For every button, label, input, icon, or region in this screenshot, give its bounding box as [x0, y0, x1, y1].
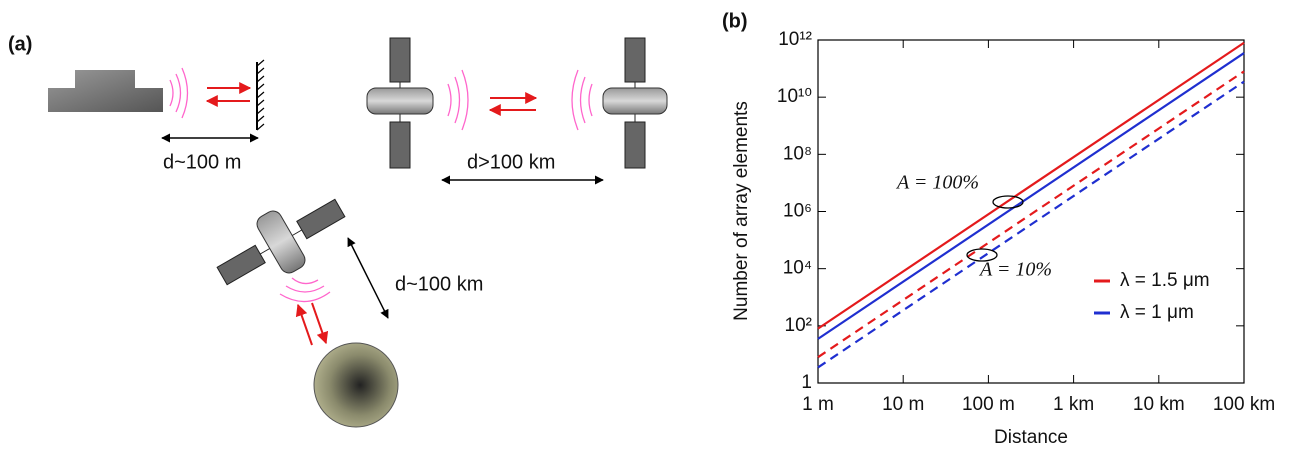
satellite [602, 37, 668, 169]
x-tick-label: 1 km [1053, 394, 1094, 415]
y-axis-label: Number of array elements [731, 101, 752, 321]
satellite [366, 37, 434, 169]
x-tick-label: 1 m [802, 394, 834, 415]
waves [447, 69, 469, 131]
distance-arrow [347, 237, 389, 319]
arrow [311, 302, 329, 345]
arrow [295, 303, 313, 346]
annotation-ellipse [966, 248, 998, 262]
panel-a: (a) d~100 m d>100 km d~100 km [8, 33, 668, 428]
waves [571, 69, 593, 131]
legend-label: λ = 1 μm [1120, 302, 1194, 323]
y-tick-label: 10¹² [778, 29, 812, 50]
data-line [817, 52, 1245, 340]
annotation: A = 100% [895, 172, 979, 194]
data-line [817, 80, 1245, 369]
y-tick-label: 10⁶ [783, 201, 812, 222]
x-tick-label: 10 km [1133, 394, 1185, 415]
x-tick-label: 10 m [882, 394, 924, 415]
planet [313, 342, 399, 428]
x-axis-label: Distance [994, 427, 1068, 448]
distance-label: d~100 km [395, 273, 483, 295]
x-tick-label: 100 km [1213, 394, 1275, 415]
annotation-ellipse [992, 195, 1024, 209]
y-tick-label: 10¹⁰ [777, 86, 812, 107]
panel-label: (a) [8, 33, 32, 55]
panel-label: (b) [722, 10, 748, 32]
waves [169, 67, 189, 119]
y-tick-label: 10⁴ [783, 258, 812, 279]
waves [279, 277, 331, 303]
satellite [216, 198, 346, 286]
distance-label: d~100 m [163, 151, 241, 173]
building [48, 70, 163, 112]
wall [256, 59, 265, 131]
y-tick-label: 1 [801, 372, 812, 393]
annotation: A = 10% [978, 259, 1052, 281]
legend-label: λ = 1.5 μm [1120, 270, 1210, 291]
data-line [817, 41, 1245, 330]
data-line [817, 70, 1245, 359]
x-tick-label: 100 m [962, 394, 1015, 415]
plot-frame [817, 39, 1245, 384]
y-tick-label: 10⁸ [783, 143, 812, 164]
y-tick-label: 10² [785, 315, 812, 336]
panel-b: (b) Distance Number of array elements [722, 10, 1245, 448]
distance-label: d>100 km [467, 151, 555, 173]
